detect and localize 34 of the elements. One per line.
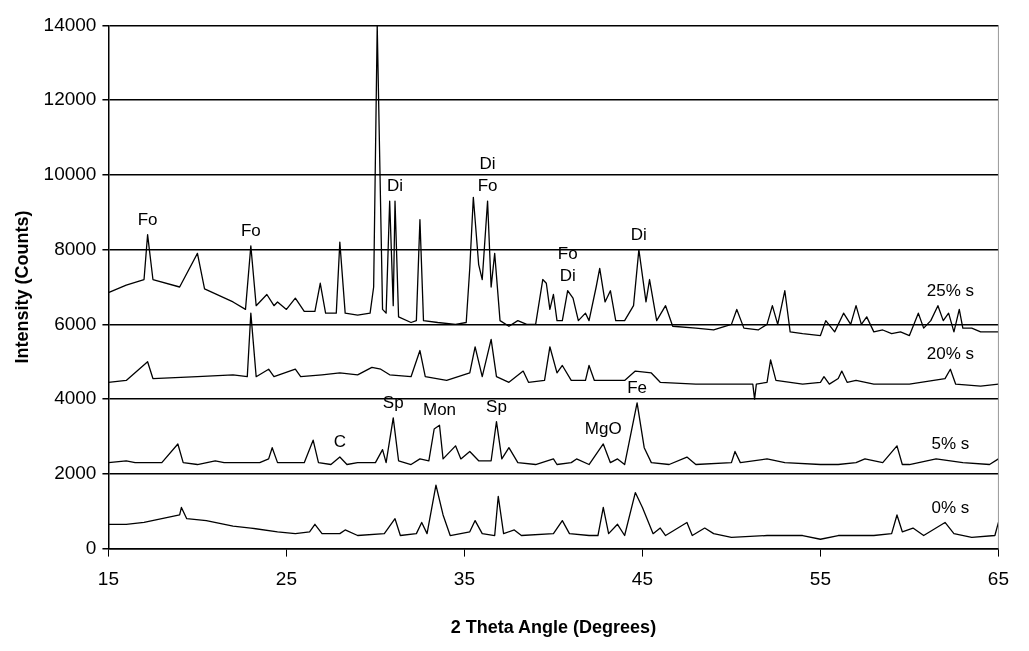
y-tick-label: 10000 (43, 163, 97, 185)
series-label: 25% s (926, 280, 975, 300)
x-tick-label: 25 (275, 568, 297, 590)
x-tick-label: 35 (453, 568, 475, 590)
x-tick-label: 45 (631, 568, 653, 590)
y-tick-label: 4000 (54, 387, 97, 409)
x-tick-label: 55 (809, 568, 831, 590)
series-label: 20% s (926, 344, 975, 364)
annotation: MgO (584, 419, 622, 439)
x-axis-title: 2 Theta Angle (Degrees) (450, 617, 657, 638)
annotation: Di (386, 176, 404, 196)
y-tick-label: 14000 (43, 13, 97, 35)
y-tick-label: 2000 (54, 462, 97, 484)
y-tick-label: 0 (85, 536, 97, 558)
y-tick-label: 8000 (54, 237, 97, 259)
annotation: Fe (627, 378, 648, 398)
annotation: Di (630, 224, 647, 244)
annotation: Di (559, 265, 576, 285)
x-tick-label: 65 (987, 568, 1009, 590)
annotation: Fo (240, 221, 261, 241)
annotation: Sp (382, 392, 404, 412)
series-label: 0% s (931, 497, 970, 517)
y-axis-title: Intensity (Counts) (11, 210, 32, 364)
annotation: Sp (486, 396, 507, 416)
y-tick-label: 12000 (43, 88, 97, 110)
annotation: Fo (477, 176, 498, 196)
annotation: C (333, 432, 346, 452)
annotation: Fo (557, 243, 578, 263)
y-tick-label: 6000 (54, 312, 97, 334)
annotation: Mon (422, 400, 457, 420)
series-label: 5% s (931, 434, 970, 454)
annotation: Di (479, 154, 496, 174)
x-tick-label: 15 (97, 568, 119, 590)
annotation: Fo (137, 209, 158, 229)
